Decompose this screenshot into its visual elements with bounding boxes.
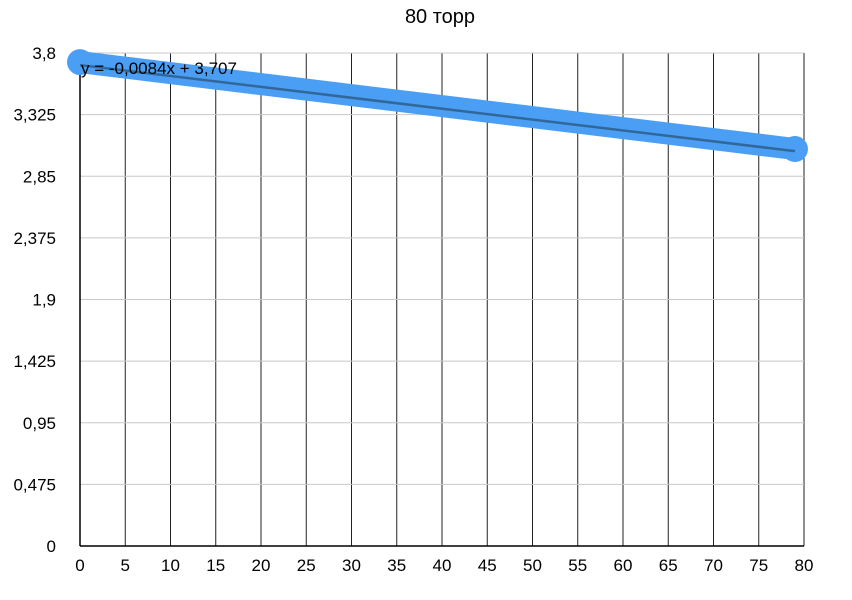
x-tick-label: 55: [568, 556, 587, 575]
y-tick-label: 2,85: [23, 167, 56, 186]
x-tick-label: 30: [342, 556, 361, 575]
y-tick-label: 0,475: [13, 475, 56, 494]
x-tick-label: 50: [523, 556, 542, 575]
x-tick-label: 15: [206, 556, 225, 575]
x-tick-label: 45: [478, 556, 497, 575]
y-tick-label: 2,375: [13, 229, 56, 248]
x-tick-label: 75: [749, 556, 768, 575]
x-tick-label: 80: [795, 556, 814, 575]
y-tick-label: 1,425: [13, 352, 56, 371]
y-tick-label: 3,8: [32, 44, 56, 63]
x-tick-label: 60: [614, 556, 633, 575]
x-tick-label: 5: [121, 556, 130, 575]
x-tick-label: 65: [659, 556, 678, 575]
x-axis-ticks: 0 5 10 15 20 25 30 35 40 45 50 55 60 65 70 75 80: [75, 556, 813, 575]
x-tick-label: 20: [252, 556, 271, 575]
y-axis-ticks: 0 0,475 0,95 1,425 1,9 2,375 2,85 3,325 3,8: [13, 44, 56, 556]
series-line: [69, 51, 806, 161]
x-tick-label: 35: [387, 556, 406, 575]
data-point: [781, 136, 808, 163]
y-tick-label: 3,325: [13, 106, 56, 125]
trendline: [79, 63, 796, 153]
y-tick-label: 0: [47, 537, 56, 556]
x-tick-label: 25: [297, 556, 316, 575]
x-tick-label: 10: [161, 556, 180, 575]
x-tick-label: 0: [75, 556, 84, 575]
y-tick-label: 0,95: [23, 414, 56, 433]
axes: [79, 53, 804, 547]
chart-title: 80 торр: [404, 6, 476, 28]
trendline-group: [79, 63, 796, 153]
y-tick-label: 1,9: [32, 291, 56, 310]
data-point: [67, 49, 93, 76]
x-tick-label: 40: [433, 556, 452, 575]
trendline-equation: y = -0,0084x + 3,707: [81, 59, 237, 78]
x-tick-label: 70: [704, 556, 723, 575]
data-series: [67, 49, 808, 163]
